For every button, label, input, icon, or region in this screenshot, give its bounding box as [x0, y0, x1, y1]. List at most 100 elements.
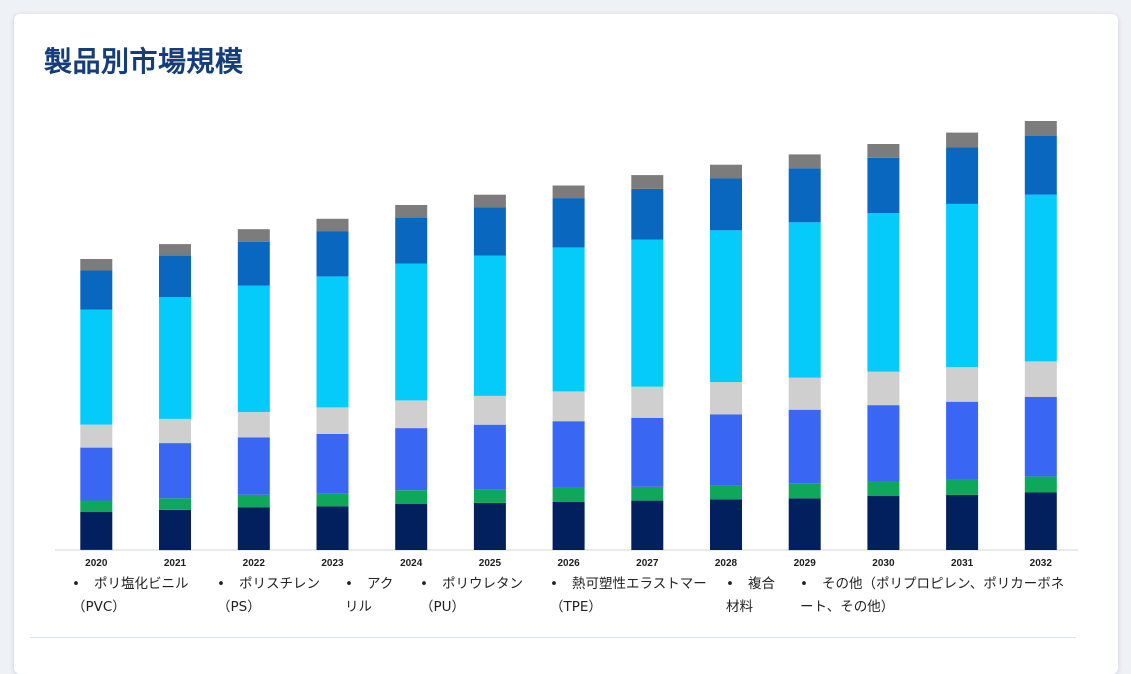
- bar-segment-2029-s3: [788, 377, 821, 410]
- bar-segment-2026-s4: [552, 247, 585, 392]
- x-tick-label-2022: 2022: [243, 558, 266, 569]
- bar-segment-2032-s4: [1024, 194, 1057, 362]
- x-tick-label-2028: 2028: [715, 558, 738, 569]
- bar-segment-2026-s6: [552, 185, 585, 199]
- legend-label-tpe: 熱可塑性エラストマー（TPE）: [550, 576, 707, 615]
- bar-segment-2031-s1: [946, 479, 979, 495]
- bar-segment-2031-s3: [946, 367, 979, 402]
- bar-segment-2020-s2: [80, 447, 113, 501]
- x-tick-label-2025: 2025: [479, 558, 502, 569]
- bar-segment-2026-s1: [552, 487, 585, 502]
- legend-bullet: •: [550, 576, 558, 592]
- x-tick-label-2020: 2020: [85, 558, 108, 569]
- bar-segment-2021-s0: [159, 509, 191, 551]
- legend-item-pu: • ポリウレタン（PU）: [420, 573, 538, 619]
- divider: [30, 637, 1076, 638]
- legend-item-ps: • ポリスチレン（PS）: [217, 573, 335, 619]
- bar-segment-2029-s6: [788, 154, 821, 169]
- bar-segment-2024-s5: [395, 217, 428, 264]
- x-tick-label-2021: 2021: [164, 558, 187, 569]
- x-tick-label-2031: 2031: [951, 558, 974, 569]
- legend-item-acrylic: • アクリル: [345, 573, 403, 619]
- bar-segment-2023-s6: [316, 218, 349, 232]
- bar-segment-2030-s5: [867, 157, 900, 213]
- bar-segment-2027-s2: [631, 417, 664, 487]
- bar-segment-2023-s1: [316, 493, 349, 507]
- bar-segment-2025-s3: [473, 395, 506, 425]
- bar-segment-2025-s1: [473, 489, 506, 503]
- x-tick-label-2029: 2029: [794, 558, 817, 569]
- bar-segment-2031-s2: [946, 401, 979, 480]
- bar-segment-2022-s1: [237, 494, 270, 508]
- legend-bullet: •: [217, 576, 225, 592]
- bar-segment-2024-s1: [395, 490, 428, 504]
- bar-segment-2021-s5: [159, 255, 191, 297]
- bar-segment-2024-s2: [395, 428, 428, 491]
- bar-segment-2028-s0: [710, 499, 742, 550]
- legend-label-others: その他（ポリプロピレン、ポリカーボネート、その他）: [800, 576, 1065, 615]
- bar-segment-2023-s5: [316, 231, 349, 277]
- bar-segment-2027-s4: [631, 239, 664, 387]
- bar-segment-2022-s3: [237, 412, 270, 438]
- bar-segment-2032-s1: [1024, 476, 1057, 493]
- bar-segment-2031-s4: [946, 203, 979, 368]
- bar-segment-2032-s6: [1024, 121, 1057, 136]
- bar-segment-2023-s3: [316, 407, 349, 434]
- bar-segment-2027-s5: [631, 188, 664, 240]
- bar-segment-2028-s4: [710, 230, 742, 383]
- bar-segment-2025-s6: [473, 194, 506, 208]
- bar-segment-2021-s4: [159, 297, 191, 419]
- legend-label-ps: ポリスチレン（PS）: [217, 576, 320, 615]
- bar-segment-2021-s3: [159, 418, 191, 444]
- bar-segment-2023-s4: [316, 276, 349, 408]
- bar-segment-2029-s2: [788, 409, 821, 484]
- bar-segment-2029-s0: [788, 498, 821, 551]
- bar-segment-2027-s1: [631, 486, 664, 501]
- bar-segment-2024-s3: [395, 400, 428, 429]
- bar-segment-2030-s3: [867, 371, 900, 406]
- x-tick-label-2023: 2023: [321, 558, 344, 569]
- legend-item-tpe: • 熱可塑性エラストマー（TPE）: [550, 573, 710, 619]
- bar-segment-2022-s6: [237, 229, 270, 242]
- bar-segment-2032-s3: [1024, 361, 1057, 397]
- legend-bullet: •: [345, 576, 353, 592]
- bar-segment-2028-s6: [710, 164, 742, 179]
- bar-segment-2030-s0: [867, 495, 900, 550]
- bar-segment-2030-s2: [867, 405, 900, 481]
- bar-segment-2020-s5: [80, 270, 113, 310]
- bar-segment-2032-s5: [1024, 136, 1057, 195]
- bar-segment-2026-s2: [552, 421, 585, 488]
- bar-segment-2025-s4: [473, 255, 506, 396]
- legend-label-pvc: ポリ塩化ビニル（PVC）: [72, 576, 189, 615]
- legend-bullet: •: [420, 576, 428, 592]
- stacked-bar-chart: 2020 2021 2022 2023 2024 2025 2026 2027 2028 2029…: [55, 121, 1078, 569]
- legend-item-composite: • 複合材料: [726, 573, 784, 619]
- bar-segment-2031-s0: [946, 494, 979, 550]
- bar-segment-2022-s0: [237, 507, 270, 550]
- legend-bullet: •: [800, 576, 808, 592]
- bar-segment-2020-s6: [80, 259, 113, 271]
- legend-item-pvc: • ポリ塩化ビニル（PVC）: [72, 573, 212, 619]
- bar-segment-2020-s4: [80, 309, 113, 425]
- bar-segment-2030-s4: [867, 213, 900, 372]
- bar-segment-2025-s0: [473, 502, 506, 550]
- bar-segment-2026-s3: [552, 391, 585, 422]
- x-tick-label-2026: 2026: [557, 558, 580, 569]
- bar-segment-2027-s3: [631, 386, 664, 418]
- bar-segment-2031-s5: [946, 147, 979, 204]
- bar-segment-2023-s0: [316, 506, 349, 550]
- bar-segment-2025-s5: [473, 207, 506, 256]
- bar-segment-2020-s0: [80, 512, 113, 550]
- bar-segment-2030-s1: [867, 481, 900, 496]
- bar-segment-2024-s4: [395, 263, 428, 401]
- bar-segment-2025-s2: [473, 424, 506, 490]
- bar-segment-2027-s6: [631, 175, 664, 189]
- bar-segment-2028-s3: [710, 382, 742, 415]
- bar-segment-2031-s6: [946, 132, 979, 148]
- x-tick-label-2030: 2030: [872, 558, 895, 569]
- legend-label-composite: 複合材料: [726, 576, 775, 615]
- bar-segment-2029-s5: [788, 168, 821, 223]
- legend-item-others: • その他（ポリプロピレン、ポリカーボネート、その他）: [800, 573, 1068, 619]
- bar-segment-2028-s2: [710, 414, 742, 486]
- bar-segment-2030-s6: [867, 144, 900, 158]
